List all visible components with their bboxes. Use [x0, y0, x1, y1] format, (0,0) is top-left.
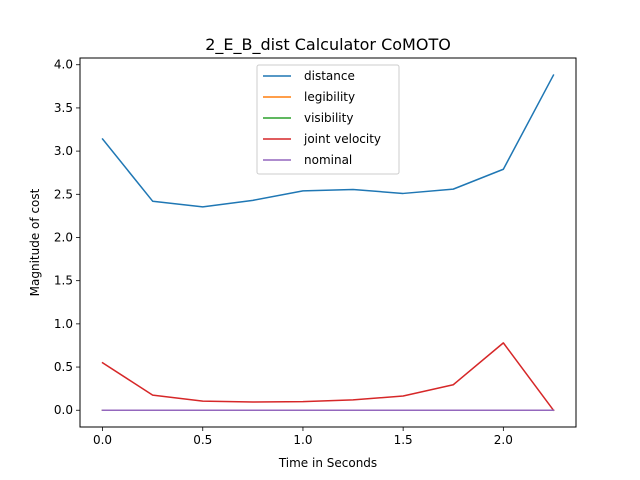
x-tick-label: 0.5	[193, 433, 212, 447]
x-tick-label: 0.0	[93, 433, 112, 447]
y-tick-label: 0.5	[54, 360, 73, 374]
plot-frame	[79, 57, 577, 428]
x-tick-label: 2.0	[494, 433, 513, 447]
legend-label: distance	[304, 69, 355, 83]
x-tick-label: 1.5	[394, 433, 413, 447]
legend-label: visibility	[304, 111, 353, 125]
y-tick-label: 0.0	[54, 403, 73, 417]
legend-label: joint velocity	[303, 132, 381, 146]
y-tick-label: 1.0	[54, 317, 73, 331]
y-tick-label: 4.0	[54, 58, 73, 72]
y-tick-label: 3.0	[54, 144, 73, 158]
x-tick-label: 1.0	[293, 433, 312, 447]
series-line-joint-velocity	[101, 342, 555, 412]
chart-title: 2_E_B_dist Calculator CoMOTO	[205, 35, 451, 55]
y-tick-label: 2.5	[54, 187, 73, 201]
y-tick-label: 1.5	[54, 274, 73, 288]
x-axis: 0.0 0.5 1.0 1.5 2.0	[93, 427, 513, 447]
legend-label: nominal	[304, 153, 352, 167]
series-line-distance	[101, 74, 555, 208]
y-tick-label: 3.5	[54, 101, 73, 115]
y-axis: 0.0 0.5 1.0 1.5 2.0 2.5 3.0 3.5 4.0	[54, 58, 80, 417]
y-axis-label: Magnitude of cost	[28, 188, 42, 296]
series-layer	[101, 74, 555, 412]
legend: distance legibility visibility joint veloci…	[256, 64, 400, 175]
x-axis-label: Time in Seconds	[278, 456, 377, 470]
legend-box	[256, 64, 400, 175]
legend-label: legibility	[304, 90, 355, 104]
y-tick-label: 2.0	[54, 230, 73, 244]
